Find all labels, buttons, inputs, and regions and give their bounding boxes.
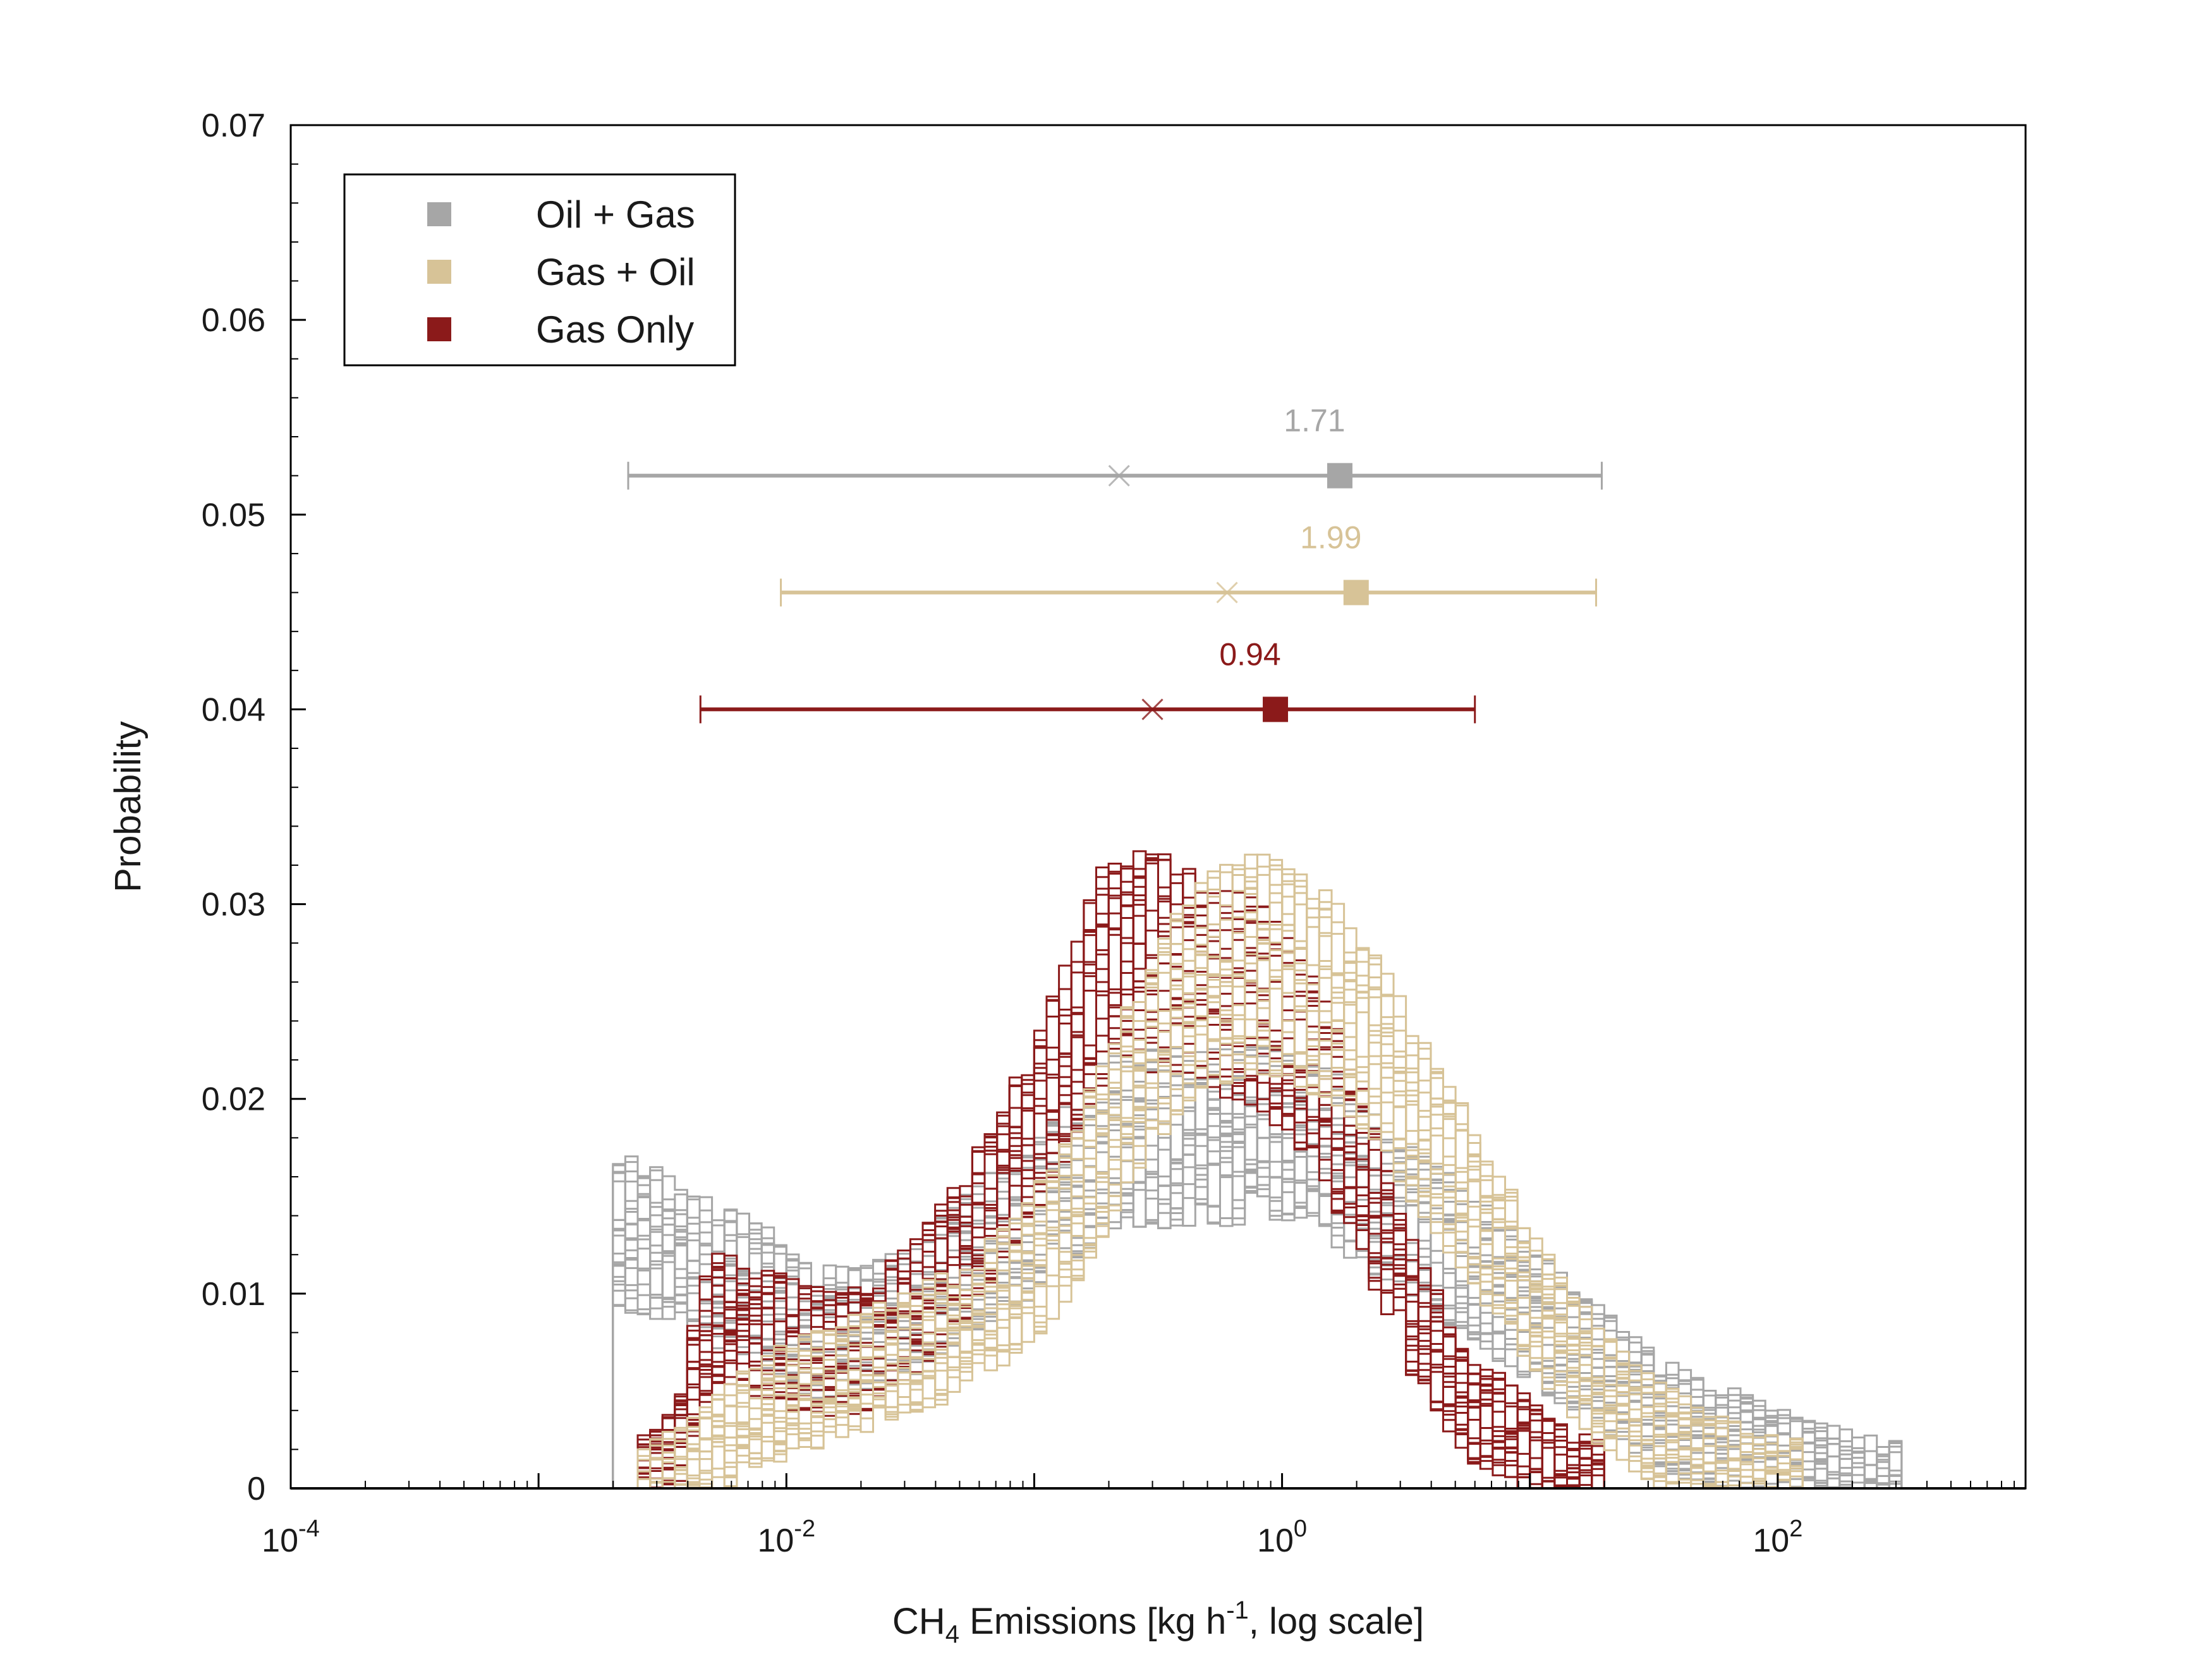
histogram-realization	[291, 873, 2026, 1490]
y-tick-label: 0.05	[202, 497, 265, 533]
x-tick-label: 10-2	[757, 1516, 815, 1559]
mean-marker	[1327, 463, 1352, 489]
x-tick-label: 102	[1753, 1516, 1802, 1559]
legend-swatch	[427, 317, 451, 341]
mean-label: 1.99	[1300, 520, 1361, 556]
median-marker	[1108, 465, 1130, 487]
y-tick-label: 0.01	[202, 1276, 265, 1313]
legend-label: Gas Only	[536, 308, 694, 351]
x-tick-base: 10	[757, 1522, 794, 1559]
x-axis-label-suffix: , log scale]	[1249, 1601, 1424, 1642]
interval-layer: 1.71 1.99 0.94	[627, 403, 1603, 724]
y-tick-label: 0.02	[202, 1081, 265, 1118]
histogram-realization	[291, 1048, 2026, 1490]
x-axis-label-prefix: CH	[892, 1601, 945, 1642]
x-axis-label-subscript: 4	[945, 1620, 959, 1648]
x-axis-label-superscript: -1	[1226, 1596, 1249, 1624]
interval-1: 1.99	[780, 520, 1597, 607]
y-tick-label: 0.07	[202, 107, 265, 144]
x-tick-exponent: 2	[1789, 1516, 1802, 1542]
mean-label: 0.94	[1219, 636, 1280, 672]
mean-marker	[1343, 580, 1369, 605]
x-tick-base: 10	[1257, 1522, 1294, 1559]
legend-label: Gas + Oil	[536, 251, 695, 293]
x-axis-label: CH4 Emissions [kg h-1, log scale]	[892, 1596, 1424, 1648]
mean-marker	[1263, 696, 1289, 722]
x-tick-exponent: -2	[794, 1516, 815, 1542]
x-tick-label: 10-4	[262, 1516, 320, 1559]
y-tick-label: 0.04	[202, 691, 265, 728]
interval-2: 0.94	[699, 636, 1476, 724]
median-marker	[1141, 698, 1164, 720]
plot-frame	[289, 124, 2027, 1490]
x-tick-exponent: -4	[298, 1516, 320, 1542]
interval-0: 1.71	[627, 403, 1603, 490]
legend-box	[343, 173, 736, 367]
x-tick-label: 100	[1257, 1516, 1307, 1559]
x-axis-label-middle: Emissions [kg h	[959, 1601, 1226, 1642]
legend-swatch	[427, 202, 451, 226]
x-tick-base: 10	[1753, 1522, 1789, 1559]
legend-items: Oil + Gas Gas + Oil Gas Only	[427, 193, 695, 351]
mean-label: 1.71	[1284, 403, 1345, 439]
legend: Oil + Gas Gas + Oil Gas Only	[343, 173, 736, 367]
histogram-series-1	[291, 853, 2026, 1490]
legend-swatch	[427, 260, 451, 284]
histogram-realization	[291, 870, 2026, 1490]
y-tick-label: 0.03	[202, 887, 265, 923]
y-tick-label: 0.06	[202, 302, 265, 339]
x-tick-base: 10	[262, 1522, 298, 1559]
legend-label: Oil + Gas	[536, 193, 695, 236]
y-tick-label: 0	[247, 1471, 265, 1507]
x-tick-exponent: 0	[1294, 1516, 1307, 1542]
median-marker	[1216, 581, 1238, 604]
y-axis-label: Probability	[107, 721, 149, 892]
